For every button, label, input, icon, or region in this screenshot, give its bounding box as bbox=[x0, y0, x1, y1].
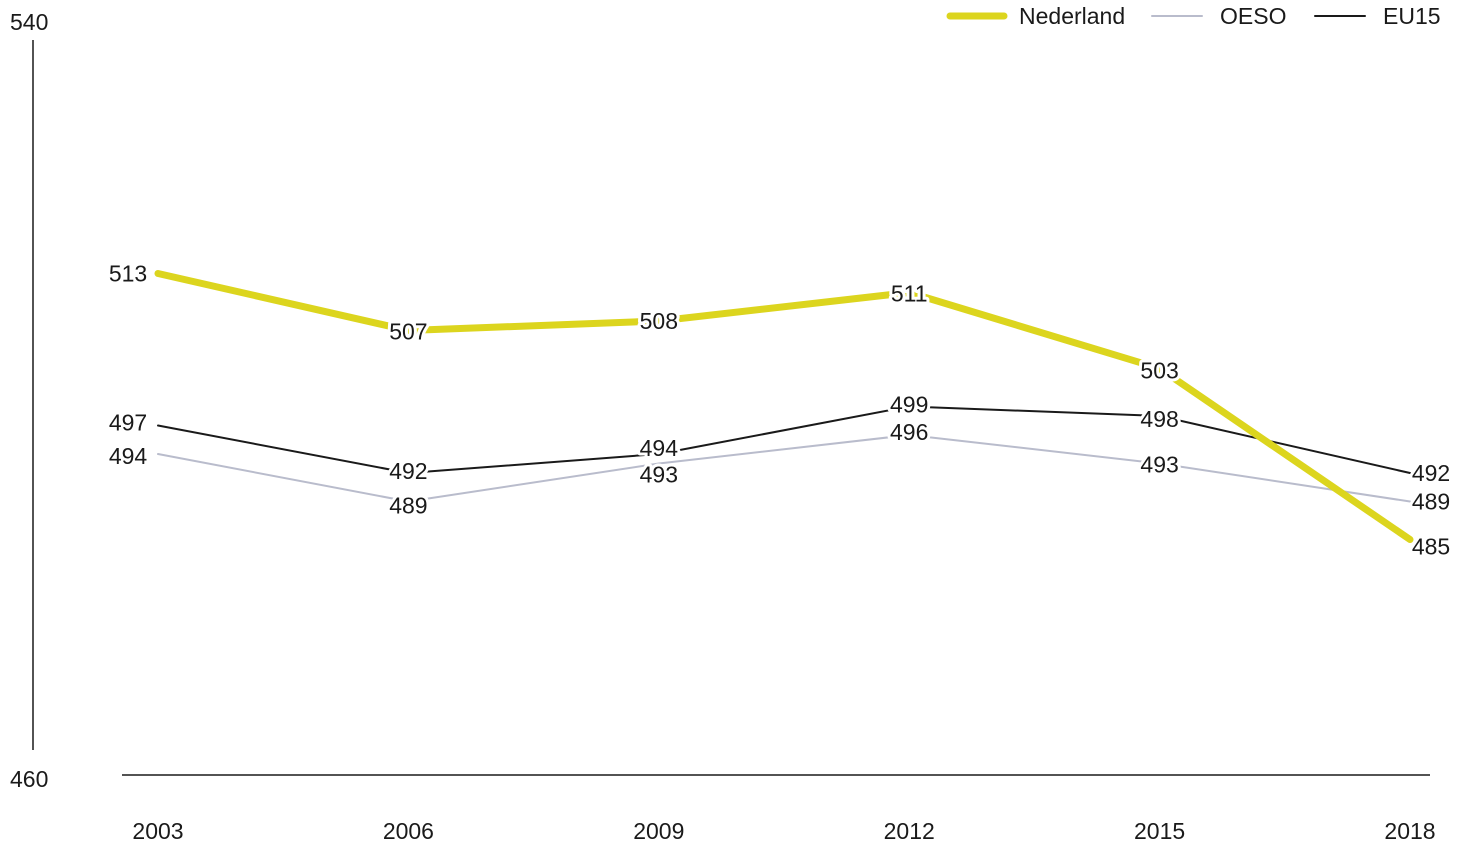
data-labels: 513 507 508 511 503 485 494 489 493 496 493 489 497 4… bbox=[106, 258, 1453, 563]
data-label: 489 bbox=[1412, 489, 1450, 515]
x-tick-label: 2003 bbox=[132, 818, 183, 842]
data-label: 508 bbox=[640, 308, 678, 334]
y-tick-label-top: 540 bbox=[10, 9, 48, 35]
data-label: 492 bbox=[389, 458, 427, 484]
data-label: 503 bbox=[1140, 358, 1178, 384]
data-label: 492 bbox=[1412, 460, 1450, 486]
data-label: 498 bbox=[1140, 406, 1178, 432]
data-label: 493 bbox=[1140, 452, 1178, 478]
data-label: 513 bbox=[109, 261, 147, 287]
data-label: 511 bbox=[891, 281, 928, 307]
data-label: 499 bbox=[890, 392, 928, 418]
x-tick-labels: 2003 2006 2009 2012 2015 2018 bbox=[132, 818, 1435, 844]
legend: Nederland OESO EU15 bbox=[946, 3, 1441, 29]
data-label: 507 bbox=[389, 319, 427, 345]
y-tick-label-bottom: 460 bbox=[10, 766, 48, 792]
data-label: 496 bbox=[890, 419, 928, 445]
x-tick-label: 2006 bbox=[383, 818, 434, 842]
series-line bbox=[157, 434, 1411, 503]
legend-label: Nederland bbox=[1019, 3, 1125, 29]
data-label: 493 bbox=[640, 462, 678, 488]
data-label: 494 bbox=[109, 443, 148, 469]
legend-label: OESO bbox=[1220, 3, 1286, 29]
legend-label: EU15 bbox=[1383, 3, 1441, 29]
x-tick-label: 2012 bbox=[884, 818, 935, 842]
data-label: 485 bbox=[1412, 534, 1450, 560]
x-tick-label: 2018 bbox=[1384, 818, 1435, 842]
series-line bbox=[157, 405, 1411, 474]
series-line bbox=[154, 270, 1414, 543]
data-label: 494 bbox=[640, 435, 679, 461]
x-tick-label: 2015 bbox=[1134, 818, 1185, 842]
x-tick-label: 2009 bbox=[633, 818, 684, 842]
series-lines bbox=[154, 270, 1414, 543]
data-label: 489 bbox=[389, 493, 427, 519]
data-label: 497 bbox=[109, 410, 147, 436]
